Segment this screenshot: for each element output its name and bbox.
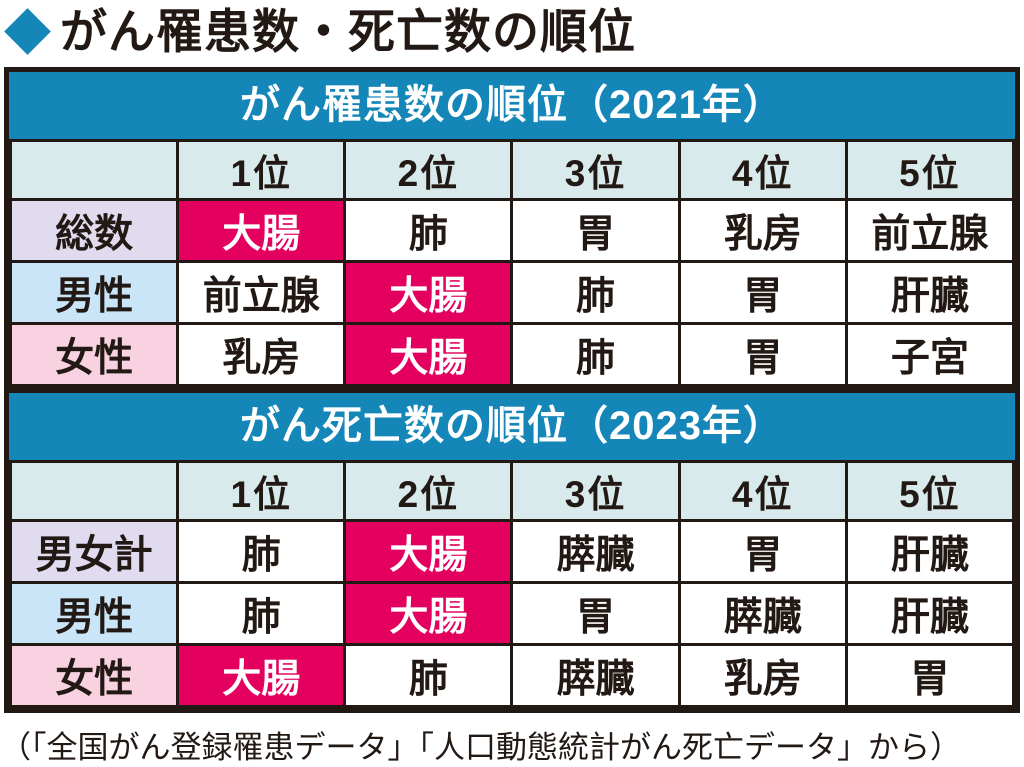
row-label-male: 男性 bbox=[8, 581, 180, 646]
row-label-both: 男女計 bbox=[8, 519, 180, 584]
rank-cell: 乳房 bbox=[176, 322, 347, 387]
rank-header-2: 2位 bbox=[343, 139, 514, 201]
rank-cell: 前立腺 bbox=[176, 260, 347, 325]
rank-cell: 大腸 bbox=[176, 198, 347, 263]
rank-cell: 大腸 bbox=[343, 260, 514, 325]
rank-cell: 大腸 bbox=[176, 643, 347, 708]
rank-cell: 膵臓 bbox=[510, 643, 681, 708]
rank-header-5: 5位 bbox=[844, 139, 1016, 201]
incidence-header-row: 1位 2位 3位 4位 5位 bbox=[8, 139, 1016, 201]
corner-cell bbox=[8, 139, 180, 201]
rank-cell: 肺 bbox=[510, 260, 681, 325]
rank-cell: 肝臓 bbox=[844, 581, 1016, 646]
rank-cell: 子宮 bbox=[844, 322, 1016, 387]
table-row-male: 男性 肺 大腸 胃 膵臓 肝臓 bbox=[8, 581, 1016, 646]
rank-header-5: 5位 bbox=[844, 460, 1016, 522]
rank-header-4: 4位 bbox=[677, 460, 848, 522]
rank-header-1: 1位 bbox=[176, 460, 347, 522]
ranking-tables: がん罹患数の順位（2021年） 1位 2位 3位 4位 5位 総数 大腸 肺 胃… bbox=[4, 67, 1020, 713]
rank-header-4: 4位 bbox=[677, 139, 848, 201]
table-row-male: 男性 前立腺 大腸 肺 胃 肝臓 bbox=[8, 260, 1016, 325]
incidence-section: がん罹患数の順位（2021年） 1位 2位 3位 4位 5位 総数 大腸 肺 胃… bbox=[8, 72, 1016, 387]
table-row-female: 女性 乳房 大腸 肺 胃 子宮 bbox=[8, 322, 1016, 387]
rank-cell: 肺 bbox=[176, 519, 347, 584]
rank-cell: 肺 bbox=[343, 643, 514, 708]
rank-cell: 肝臓 bbox=[844, 260, 1016, 325]
mortality-header-row: 1位 2位 3位 4位 5位 bbox=[8, 460, 1016, 522]
rank-cell: 胃 bbox=[510, 581, 681, 646]
source-note: （「全国がん登録罹患データ」「人口動態統計がん死亡データ」から） bbox=[0, 730, 961, 765]
rank-cell: 胃 bbox=[677, 260, 848, 325]
page-title: がん罹患数・死亡数の順位 bbox=[60, 4, 636, 58]
row-label-male: 男性 bbox=[8, 260, 180, 325]
mortality-section-title: がん死亡数の順位（2023年） bbox=[9, 387, 1015, 460]
rank-cell: 肺 bbox=[343, 198, 514, 263]
row-label-total: 総数 bbox=[8, 198, 180, 263]
rank-cell: 肝臓 bbox=[844, 519, 1016, 584]
table-row-total: 総数 大腸 肺 胃 乳房 前立腺 bbox=[8, 198, 1016, 263]
rank-cell: 乳房 bbox=[677, 643, 848, 708]
mortality-section: がん死亡数の順位（2023年） 1位 2位 3位 4位 5位 男女計 肺 大腸 … bbox=[8, 387, 1016, 708]
rank-header-3: 3位 bbox=[510, 139, 681, 201]
diamond-icon bbox=[4, 7, 51, 55]
incidence-table: 1位 2位 3位 4位 5位 総数 大腸 肺 胃 乳房 前立腺 男性 前立腺 bbox=[8, 139, 1016, 387]
rank-cell: 肺 bbox=[176, 581, 347, 646]
rank-cell: 大腸 bbox=[343, 322, 514, 387]
incidence-section-title: がん罹患数の順位（2021年） bbox=[9, 72, 1015, 139]
row-label-female: 女性 bbox=[8, 643, 180, 708]
rank-cell: 前立腺 bbox=[844, 198, 1016, 263]
rank-header-1: 1位 bbox=[176, 139, 347, 201]
rank-cell: 膵臓 bbox=[677, 581, 848, 646]
rank-cell: 乳房 bbox=[677, 198, 848, 263]
table-row-female: 女性 大腸 肺 膵臓 乳房 胃 bbox=[8, 643, 1016, 708]
rank-cell: 胃 bbox=[677, 519, 848, 584]
rank-cell: 肺 bbox=[510, 322, 681, 387]
rank-cell: 膵臓 bbox=[510, 519, 681, 584]
rank-cell: 大腸 bbox=[343, 519, 514, 584]
mortality-table: 1位 2位 3位 4位 5位 男女計 肺 大腸 膵臓 胃 肝臓 男性 肺 bbox=[8, 460, 1016, 708]
page-title-row: がん罹患数・死亡数の順位 bbox=[0, 0, 1024, 60]
table-row-both: 男女計 肺 大腸 膵臓 胃 肝臓 bbox=[8, 519, 1016, 584]
rank-header-2: 2位 bbox=[343, 460, 514, 522]
rank-header-3: 3位 bbox=[510, 460, 681, 522]
corner-cell bbox=[8, 460, 180, 522]
rank-cell: 大腸 bbox=[343, 581, 514, 646]
rank-cell: 胃 bbox=[844, 643, 1016, 708]
rank-cell: 胃 bbox=[510, 198, 681, 263]
rank-cell: 胃 bbox=[677, 322, 848, 387]
row-label-female: 女性 bbox=[8, 322, 180, 387]
